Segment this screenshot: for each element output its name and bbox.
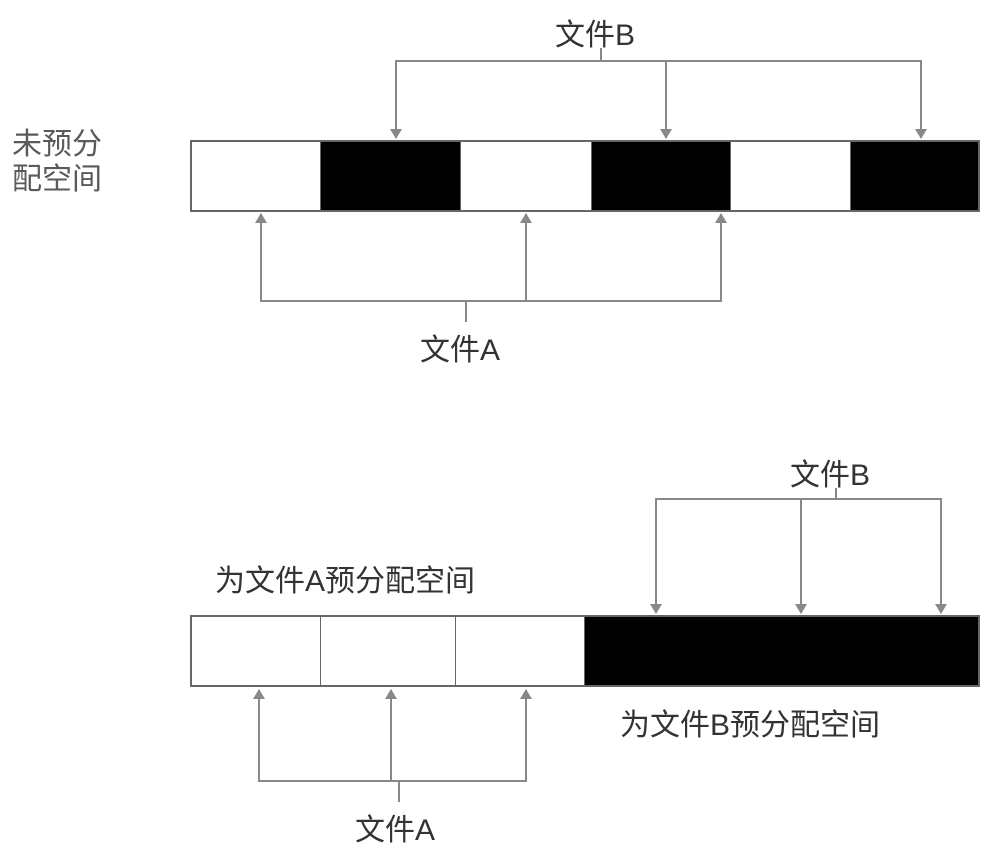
diagram-container: 未预分 配空间 文件B 文件A 文件B 为文件A预分配空间 为文 <box>0 0 1000 858</box>
prealloc-a-label: 为文件A预分配空间 <box>215 556 475 600</box>
segment-bar-2 <box>190 615 980 687</box>
bottom-arrow-1a <box>260 214 262 300</box>
top-arrow-2a <box>655 498 657 613</box>
top-label-file-b-1: 文件B <box>555 10 635 54</box>
segment-bar-1 <box>190 140 980 212</box>
bottom-arrow-1b <box>525 214 527 300</box>
seg1-2 <box>321 142 460 210</box>
top-arrow-1b <box>665 60 667 138</box>
seg2-3 <box>456 617 585 685</box>
side-label-line2: 配空间 <box>12 163 102 196</box>
bottom-arrow-2b <box>390 690 392 780</box>
side-label-line1: 未预分 <box>12 128 102 161</box>
top-arrow-1a <box>395 60 397 138</box>
bottom-arrow-1c <box>720 214 722 300</box>
top-arrow-2b <box>800 498 802 613</box>
top-arrow-2c <box>940 498 942 613</box>
top-bracket-bar-1 <box>395 60 920 62</box>
seg1-3 <box>461 142 592 210</box>
bottom-label-file-a-2: 文件A <box>355 805 435 849</box>
top-label-file-b-2: 文件B <box>790 450 870 494</box>
top-bracket-bar-2 <box>655 498 940 500</box>
bottom-bracket-stem-1 <box>465 300 467 322</box>
top-arrow-1c <box>920 60 922 138</box>
seg2-2 <box>321 617 455 685</box>
seg1-6 <box>851 142 978 210</box>
bottom-arrow-2a <box>258 690 260 780</box>
seg2-4 <box>585 617 978 685</box>
bottom-bracket-stem-2 <box>398 780 400 802</box>
side-label-1: 未预分 配空间 <box>12 128 102 197</box>
seg1-5 <box>731 142 850 210</box>
seg1-4 <box>592 142 731 210</box>
prealloc-b-label: 为文件B预分配空间 <box>620 700 880 744</box>
top-bracket-stem-2 <box>835 488 837 498</box>
seg1-1 <box>192 142 321 210</box>
bottom-bracket-bar-1 <box>260 300 722 302</box>
bottom-arrow-2c <box>525 690 527 780</box>
bottom-bracket-bar-2 <box>258 780 527 782</box>
seg2-1 <box>192 617 321 685</box>
top-bracket-stem-1 <box>600 48 602 60</box>
bottom-label-file-a-1: 文件A <box>420 325 500 369</box>
